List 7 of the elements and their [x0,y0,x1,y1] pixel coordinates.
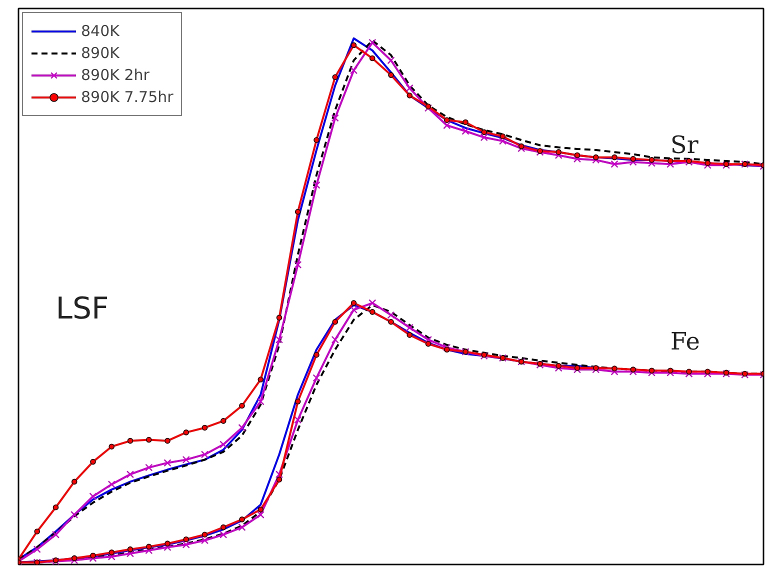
legend-label: 890K [81,44,120,62]
annotation: Fe [670,327,700,356]
annotation: LSF [56,292,109,327]
legend-label: 890K 2hr [81,66,150,84]
annotation: Sr [670,130,699,159]
legend-label: 890K 7.75hr [81,88,174,106]
legend-label: 840K [81,22,120,40]
